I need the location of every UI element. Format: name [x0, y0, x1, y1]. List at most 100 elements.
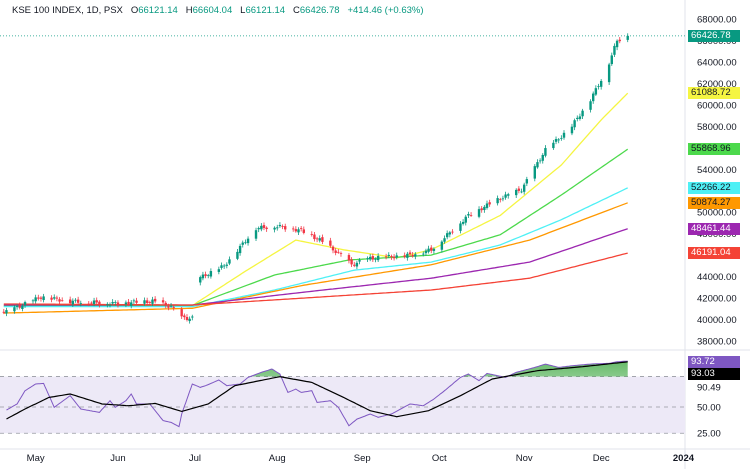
candle-body — [106, 303, 109, 305]
price-tick-label: 54000.00 — [697, 165, 737, 176]
candle-body — [58, 299, 61, 302]
candle-body — [228, 259, 231, 264]
candle-body — [167, 306, 170, 308]
candle-body — [570, 126, 574, 134]
candle-body — [554, 139, 558, 142]
candle-body — [576, 117, 579, 119]
candle-body — [384, 256, 388, 258]
rsi-tick-label: 25.00 — [697, 429, 721, 440]
candle-body — [148, 302, 152, 303]
candle-body — [376, 255, 380, 261]
candle-body — [560, 137, 563, 139]
candle-body — [297, 229, 300, 233]
candle-body — [207, 275, 210, 277]
candle-body — [191, 316, 194, 318]
candle-body — [355, 262, 359, 267]
candle-body — [169, 305, 173, 307]
candle-body — [5, 310, 8, 314]
candle-body — [517, 188, 521, 191]
candle-body — [347, 255, 351, 261]
candle-body — [594, 88, 598, 95]
candle-body — [114, 302, 117, 303]
candle-body — [573, 120, 576, 128]
candle-body — [124, 302, 128, 305]
candle-body — [209, 271, 213, 277]
moving-average-line — [3, 148, 629, 307]
candle-body — [116, 302, 120, 305]
rsi-value-tag: 93.72 — [688, 356, 740, 368]
rsi-ma-value-tag: 93.03 — [688, 368, 740, 380]
candle-body — [538, 160, 542, 162]
moving-average-tag: 55868.96 — [688, 143, 740, 156]
last-price-tag: 66426.78 — [688, 29, 740, 42]
candle-body — [350, 259, 353, 265]
candle-body — [111, 302, 114, 304]
candle-body — [374, 259, 377, 260]
moving-average-line — [3, 187, 628, 308]
candle-body — [98, 301, 101, 305]
candle-body — [31, 300, 35, 302]
candle-body — [302, 229, 306, 233]
candle-body — [515, 189, 518, 196]
candle-body — [499, 199, 502, 201]
candle-body — [507, 194, 510, 196]
price-tick-label: 64000.00 — [697, 57, 737, 68]
candle-body — [244, 242, 247, 244]
candle-body — [260, 225, 263, 230]
candle-body — [127, 301, 130, 305]
candle-body — [626, 35, 629, 40]
candle-body — [557, 139, 560, 141]
candle-body — [299, 228, 303, 229]
candle-body — [34, 297, 37, 302]
candle-body — [334, 250, 337, 253]
price-tick-label: 68000.00 — [697, 15, 737, 26]
candle-body — [403, 255, 406, 257]
candle-body — [313, 234, 316, 240]
candle-body — [108, 304, 112, 306]
candle-body — [459, 223, 462, 231]
candle-body — [278, 224, 282, 227]
candle-body — [276, 227, 279, 229]
candle-body — [552, 142, 555, 149]
candle-body — [411, 254, 414, 257]
candle-body — [533, 166, 536, 179]
price-tick-label: 40000.00 — [697, 315, 737, 326]
candle-body — [135, 300, 138, 303]
candle-body — [201, 274, 205, 279]
candle-body — [461, 222, 465, 224]
candle-body — [257, 228, 260, 230]
change-value: +414.46 (+0.63%) — [347, 5, 424, 16]
rsi-overbought-fill — [250, 361, 628, 377]
candle-body — [329, 240, 332, 246]
candle-body — [501, 198, 505, 200]
candle-body — [241, 242, 244, 245]
candle-body — [37, 297, 40, 299]
low-label: L — [240, 5, 246, 16]
candle-body — [618, 39, 621, 42]
candle-body — [18, 305, 21, 308]
candle-body — [61, 300, 64, 302]
symbol-label: KSE 100 INDEX, 1D, PSX — [12, 5, 123, 16]
moving-average-tag: 48461.44 — [688, 222, 740, 235]
candle-body — [480, 208, 483, 211]
candle-body — [451, 231, 454, 233]
candle-body — [496, 198, 499, 204]
high-label: H — [185, 5, 193, 16]
candle-body — [615, 40, 619, 48]
moving-average-line — [3, 202, 628, 314]
candle-body — [339, 253, 343, 255]
candle-body — [172, 306, 175, 308]
candle-body — [294, 229, 298, 232]
moving-average-tag: 46191.04 — [688, 247, 740, 260]
candle-body — [488, 202, 491, 205]
candle-body — [281, 226, 284, 227]
candle-body — [262, 225, 266, 228]
candle-body — [578, 116, 582, 119]
high-value: 66604.04 — [192, 5, 233, 16]
candle-body — [432, 248, 436, 251]
candle-body — [467, 214, 470, 216]
candle-body — [544, 148, 547, 156]
chart-legend: KSE 100 INDEX, 1D, PSX O66121.14 H66604.… — [12, 5, 424, 16]
candle-body — [353, 264, 356, 266]
